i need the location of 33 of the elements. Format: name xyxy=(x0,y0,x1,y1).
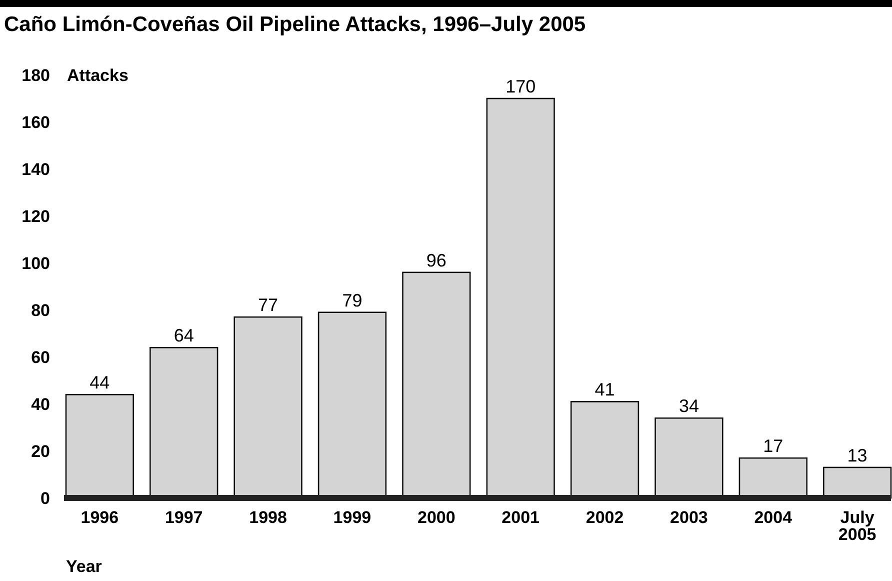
data-label: 79 xyxy=(342,290,362,310)
y-tick-label: 140 xyxy=(22,160,50,179)
chart-title: Caño Limón-Coveñas Oil Pipeline Attacks, 1996–July 2005 xyxy=(4,13,586,36)
x-tick-label: 1998 xyxy=(249,508,287,527)
data-label: 34 xyxy=(678,396,699,416)
x-tick-label: 2002 xyxy=(586,508,624,527)
y-tick-label: 60 xyxy=(31,348,50,367)
data-label: 41 xyxy=(594,380,615,400)
data-label: 17 xyxy=(763,436,784,456)
y-tick-label: 160 xyxy=(22,112,50,132)
data-label: 170 xyxy=(506,76,536,96)
y-tick-label: 0 xyxy=(40,488,50,508)
y-tick-label: 100 xyxy=(22,254,50,273)
x-tick-label: 2003 xyxy=(670,508,708,527)
x-tick-label: 1996 xyxy=(80,508,119,527)
data-label: 96 xyxy=(426,250,446,270)
x-tick-label: 1999 xyxy=(333,508,372,527)
data-label: 64 xyxy=(174,326,194,346)
x-axis-title: Year xyxy=(66,557,102,576)
data-label: 44 xyxy=(90,372,110,393)
y-tick-label: 180 xyxy=(22,66,50,85)
y-tick-label: 120 xyxy=(22,206,50,226)
data-label: 13 xyxy=(847,445,868,466)
y-tick-label: 20 xyxy=(31,442,50,461)
x-tick-label: 2001 xyxy=(502,508,540,527)
y-tick-label: 40 xyxy=(31,394,50,414)
y-axis-title: Attacks xyxy=(67,66,128,85)
data-label: 77 xyxy=(258,295,278,316)
x-tick-label: July 2005 xyxy=(838,508,876,544)
x-tick-label: 2004 xyxy=(754,508,793,527)
y-tick-label: 80 xyxy=(31,300,50,320)
x-tick-label: 1997 xyxy=(164,508,203,527)
x-tick-label: 2000 xyxy=(417,508,456,527)
